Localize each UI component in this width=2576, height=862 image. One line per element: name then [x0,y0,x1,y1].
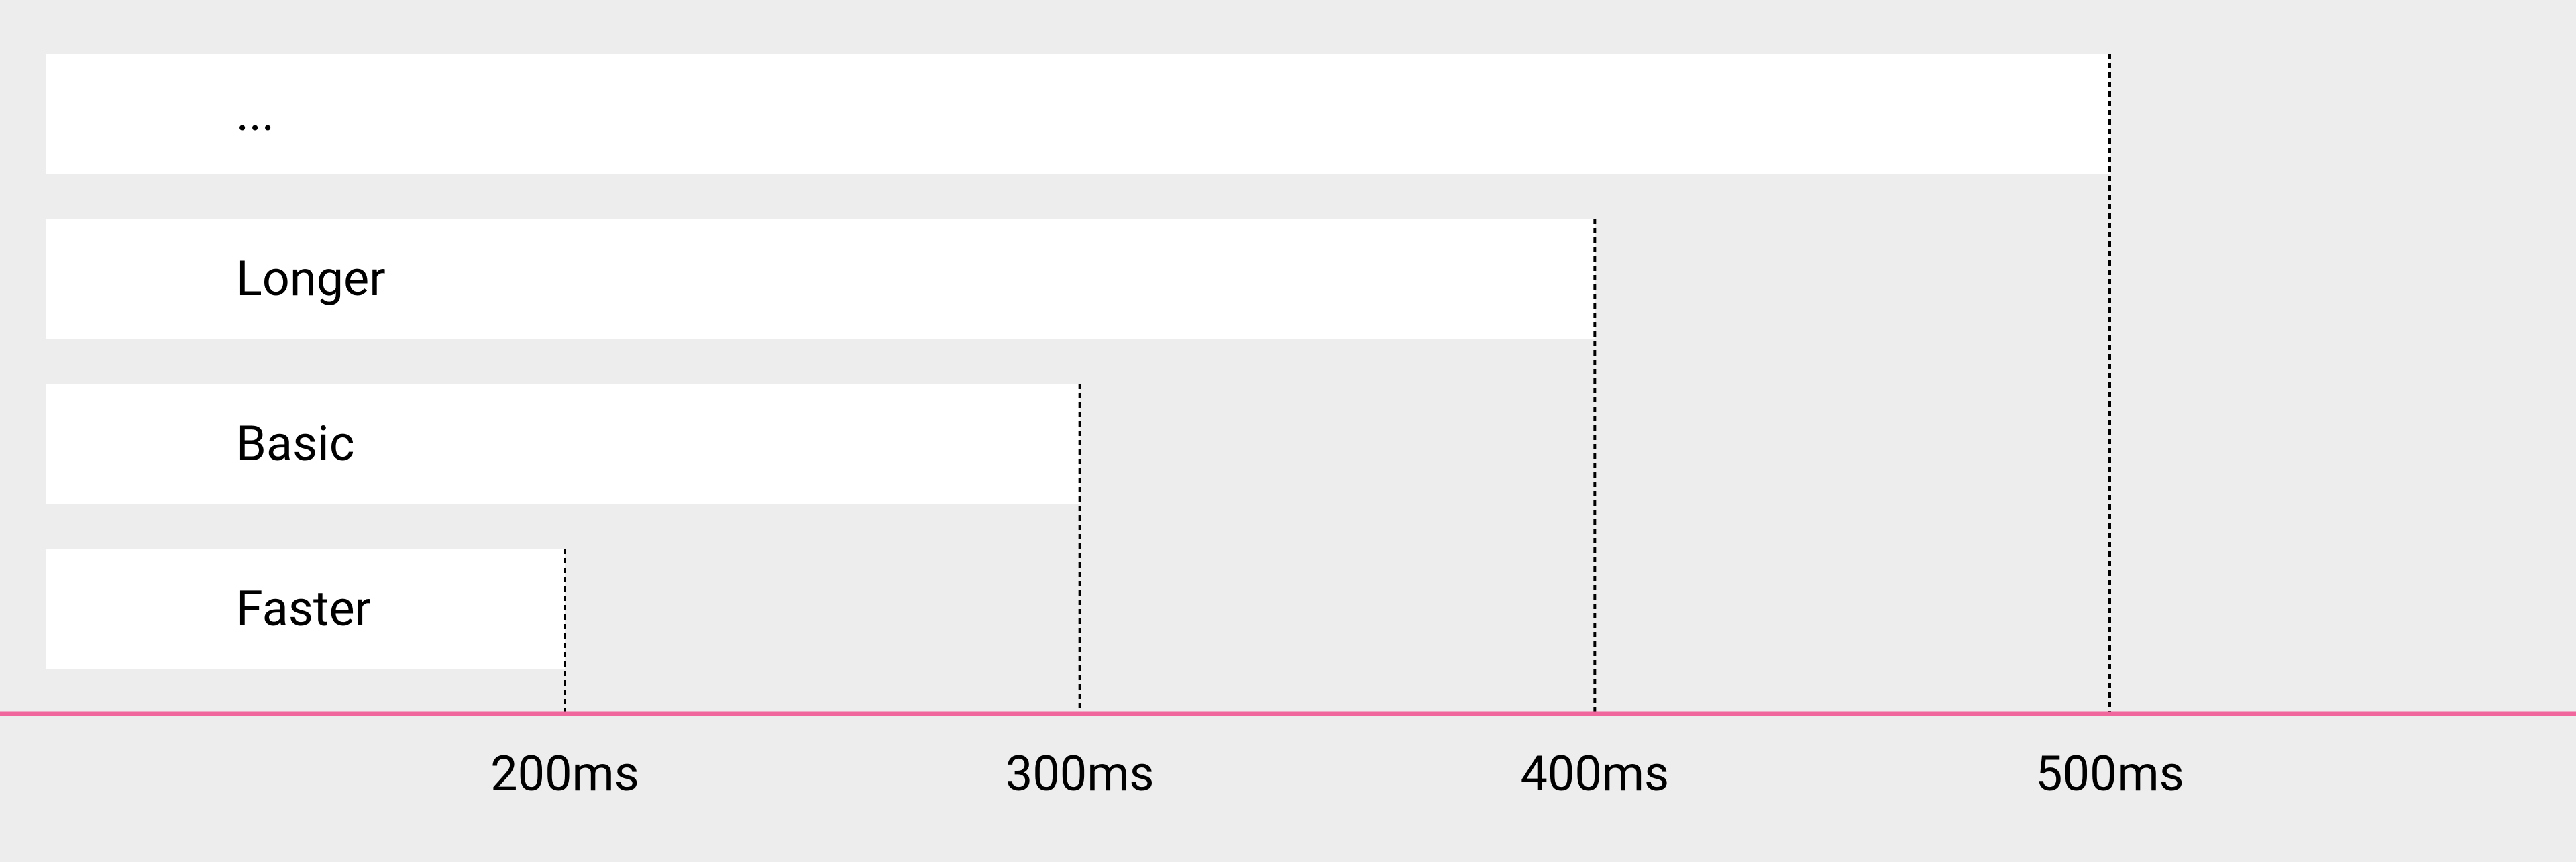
tick-label: 500ms [2035,745,2184,802]
bar [46,219,1595,339]
bar [46,384,1080,504]
bar-label: Basic [236,415,354,472]
bar-label: ... [236,85,274,142]
bar-label: Longer [236,250,386,307]
bar [46,549,565,669]
bar-label: Faster [236,580,371,637]
tick-label: 400ms [1520,745,1669,802]
tick-label: 200ms [490,745,639,802]
tick-label: 300ms [1006,745,1155,802]
bar [46,54,2110,174]
